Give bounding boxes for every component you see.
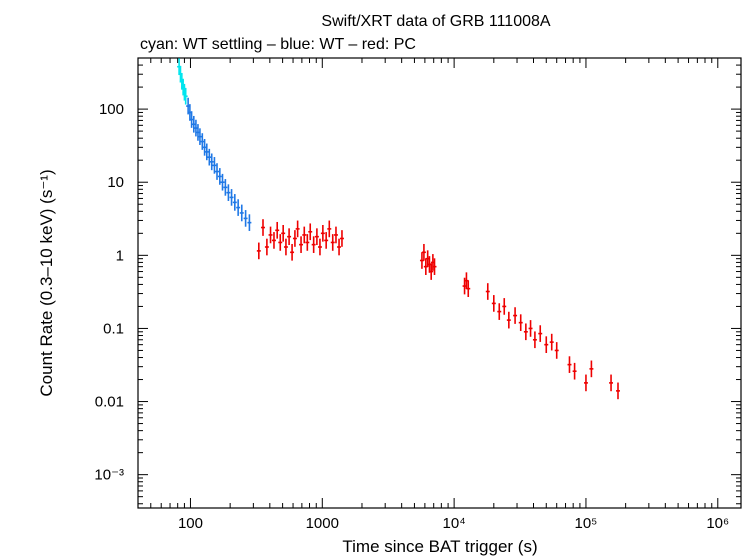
y-tick-label: 10⁻³	[94, 467, 124, 484]
data-point	[466, 280, 471, 297]
data-point	[290, 243, 295, 261]
data-point	[485, 283, 490, 300]
x-tick-label: 100	[178, 515, 203, 532]
data-point	[583, 374, 588, 392]
y-tick-label: 10	[107, 174, 124, 191]
data-point	[232, 194, 237, 211]
data-point	[314, 228, 319, 245]
data-point	[532, 331, 537, 349]
data-point	[261, 219, 265, 236]
data-point	[330, 234, 335, 251]
data-point	[502, 298, 507, 315]
y-tick-label: 0.1	[103, 320, 124, 337]
data-point	[215, 163, 219, 180]
data-point	[311, 236, 316, 253]
data-point	[506, 311, 511, 329]
data-point	[497, 303, 502, 320]
data-point	[287, 228, 292, 245]
plot-area	[137, 57, 742, 509]
data-point	[212, 157, 217, 174]
plot-border	[137, 57, 742, 509]
data-point	[567, 356, 572, 373]
y-tick-label: 1	[116, 247, 124, 264]
data-point	[268, 226, 273, 244]
data-point	[589, 360, 594, 378]
data-point	[229, 189, 234, 206]
data-point	[572, 362, 577, 380]
data-point	[197, 128, 202, 145]
y-axis: 100 10 1 0.1 0.01 10⁻³	[94, 57, 741, 505]
data-point	[337, 238, 342, 256]
data-point	[220, 173, 225, 191]
y-tick-label: 100	[99, 101, 124, 118]
y-tick-label: 0.01	[95, 394, 124, 411]
data-point	[200, 133, 205, 150]
data-point	[299, 236, 304, 253]
data-point	[339, 230, 344, 247]
data-point	[191, 115, 196, 133]
data-point	[256, 242, 261, 260]
data-points	[177, 58, 620, 400]
data-point	[528, 320, 533, 337]
data-point	[513, 307, 518, 324]
data-point	[239, 204, 244, 222]
data-point	[204, 143, 209, 161]
x-axis-title: Time since BAT trigger (s)	[342, 537, 537, 556]
y-axis-title: Count Rate (0.3–10 keV) (s⁻¹)	[37, 169, 56, 396]
data-point	[549, 333, 554, 351]
data-point	[278, 234, 283, 251]
data-point	[295, 220, 300, 238]
data-point	[281, 224, 286, 242]
data-point	[491, 295, 496, 312]
data-point	[538, 325, 543, 342]
data-point	[302, 226, 307, 244]
data-point	[320, 224, 325, 242]
data-point	[518, 314, 523, 331]
data-point	[544, 336, 549, 353]
data-point	[334, 226, 338, 244]
data-point	[236, 199, 241, 216]
x-axis: 100 1000 10⁴ 10⁵ 10⁶	[137, 58, 729, 532]
data-point	[275, 221, 280, 239]
data-point	[292, 230, 297, 247]
data-point	[183, 87, 188, 105]
data-point	[283, 238, 288, 256]
data-point	[554, 342, 559, 359]
data-point	[209, 153, 214, 171]
data-point	[308, 223, 313, 241]
chart-subtitle: cyan: WT settling – blue: WT – red: PC	[140, 36, 416, 53]
x-tick-label: 10⁶	[706, 515, 729, 532]
data-point	[324, 232, 329, 249]
data-point	[247, 214, 252, 231]
data-point	[317, 238, 322, 256]
chart-title: Swift/XRT data of GRB 111008A	[321, 13, 550, 30]
data-point	[429, 263, 434, 280]
data-point	[207, 148, 212, 166]
data-point	[523, 323, 528, 341]
data-point	[421, 243, 426, 261]
x-tick-label: 10⁴	[443, 515, 466, 532]
data-point	[305, 234, 310, 251]
data-point	[616, 382, 620, 400]
data-point	[223, 179, 228, 196]
data-point	[243, 210, 248, 227]
data-point	[609, 374, 614, 392]
data-point	[264, 238, 269, 256]
data-point	[189, 111, 194, 128]
data-point	[202, 139, 207, 156]
x-tick-label: 10⁵	[575, 515, 598, 532]
data-point	[217, 168, 222, 185]
data-point	[327, 220, 332, 238]
data-point	[272, 232, 276, 249]
data-point	[226, 184, 231, 201]
x-tick-label: 1000	[306, 515, 339, 532]
data-point	[432, 258, 437, 275]
